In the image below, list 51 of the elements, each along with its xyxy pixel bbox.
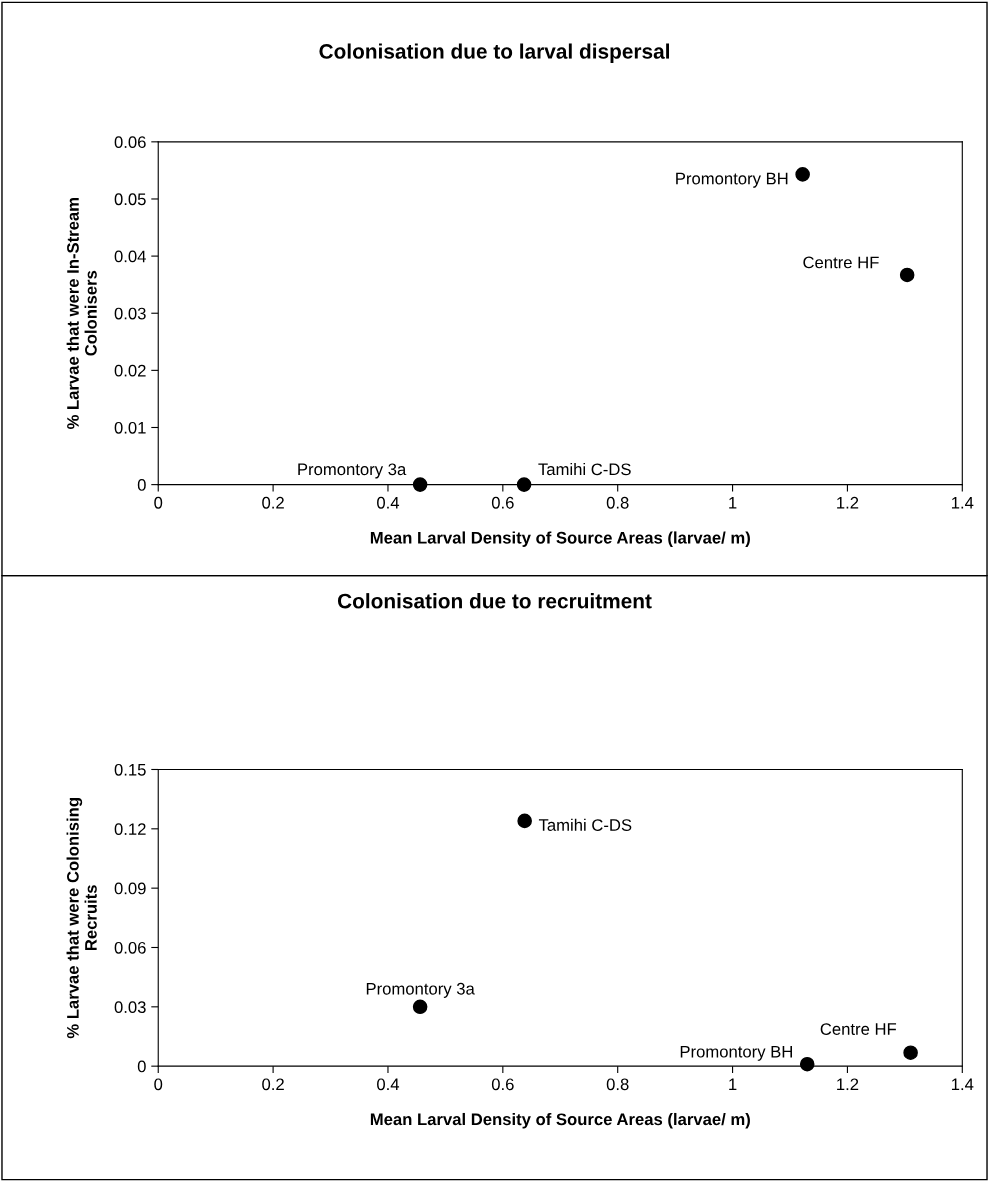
point (795, 167, 810, 182)
x-tick-label: 0.8 (606, 1078, 629, 1091)
x-tick-label: 0.6 (491, 496, 514, 509)
annotation: Centre HF (820, 1023, 897, 1035)
y-tick-label: 0.01 (114, 421, 146, 434)
y-tick-label: 0.12 (114, 823, 146, 836)
annotation: Promontory 3a (298, 463, 407, 479)
x-tick-label: 1 (729, 497, 737, 509)
y-tick-label: 0.03 (114, 307, 146, 320)
x-tick-label: 0.4 (377, 1078, 400, 1091)
x-tick-label: 0.4 (377, 496, 400, 509)
x-tick-label: 0.6 (491, 1078, 514, 1091)
annotation: Promontory 3a (366, 982, 475, 998)
y-tick-label: 0.02 (114, 364, 146, 377)
y-tick-label: 0.06 (114, 136, 146, 149)
y-tick-label: 0.04 (114, 250, 146, 263)
x-tick-label: 0.8 (606, 496, 629, 509)
x-tick-label: 1.4 (951, 1078, 974, 1091)
annotation: Promontory BH (676, 172, 788, 188)
annotation: Promontory BH (680, 1045, 792, 1061)
point (903, 1045, 918, 1060)
x-tick-label: 1.2 (837, 496, 859, 509)
y-tick-label: 0.05 (114, 193, 146, 206)
chart-title: Colonisation due to larval dispersal (319, 43, 669, 63)
chart-title: Colonisation due to recruitment (337, 593, 652, 609)
x-tick-label: 0 (154, 1078, 163, 1091)
point (517, 813, 532, 829)
y-axis-title: % Larvae that were Colonising Recruits (66, 798, 97, 1039)
x-axis-title: Mean Larval Density of Source Areas (larvae/ m) (370, 531, 750, 547)
annotation: Tamihi C-DS (538, 818, 632, 831)
y-tick-label: 0.06 (114, 941, 146, 954)
y-axis-title: % Larvae that were In-Stream Colonisers (66, 198, 97, 430)
point (516, 477, 532, 492)
point (412, 999, 428, 1015)
x-tick-label: 0 (154, 496, 163, 509)
point (799, 1056, 815, 1072)
x-tick-label: 1.4 (951, 497, 974, 509)
point (412, 477, 428, 492)
y-tick-label: 0.03 (114, 1001, 146, 1014)
y-tick-label: 0 (137, 1060, 146, 1073)
y-tick-label: 0.15 (114, 763, 146, 776)
annotation: Tamihi C-DS (538, 462, 631, 476)
x-tick-label: 1 (729, 1078, 737, 1091)
annotation: Centre HF (803, 256, 879, 269)
x-axis-title: Mean Larval Density of Source Areas (larvae/ m) (370, 1112, 750, 1129)
x-tick-label: 1.2 (837, 1078, 859, 1091)
x-tick-label: 0.2 (262, 1078, 284, 1091)
x-tick-label: 0.2 (262, 496, 284, 509)
point (899, 267, 915, 283)
y-tick-label: 0 (137, 479, 146, 491)
y-tick-label: 0.09 (114, 882, 146, 895)
